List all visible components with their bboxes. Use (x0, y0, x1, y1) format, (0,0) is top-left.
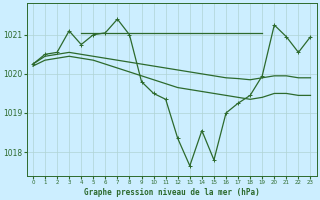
X-axis label: Graphe pression niveau de la mer (hPa): Graphe pression niveau de la mer (hPa) (84, 188, 260, 197)
